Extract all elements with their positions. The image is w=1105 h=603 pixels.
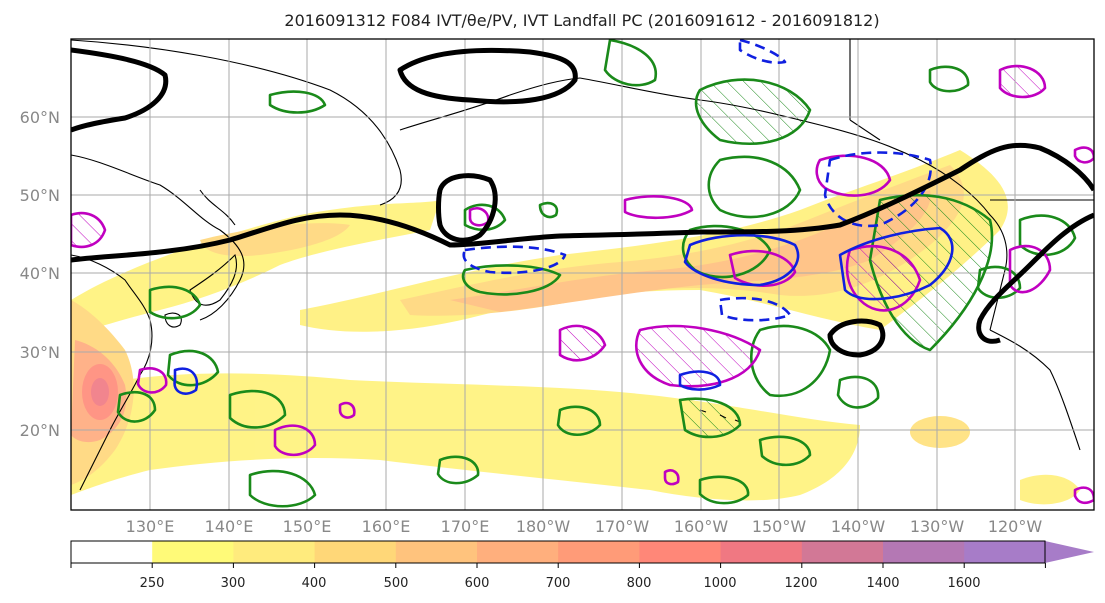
lat-label: 60°N <box>20 108 60 127</box>
map-panel <box>71 39 1094 510</box>
pv-contours-magenta <box>71 64 1094 505</box>
lon-label: 150°E <box>283 517 332 536</box>
lon-label: 170°E <box>441 517 490 536</box>
colorbar-label: 1400 <box>866 576 899 591</box>
colorbar: 250 300 400 500 600 700 800 1000 1200 14… <box>70 540 1094 591</box>
colorbar-swatch <box>314 541 397 563</box>
lat-label: 50°N <box>20 186 60 205</box>
colorbar-swatch <box>477 541 559 563</box>
colorbar-swatch <box>639 541 722 563</box>
colorbar-label: 300 <box>221 576 246 591</box>
colorbar-swatch <box>395 541 478 563</box>
colorbar-swatch <box>720 541 803 563</box>
colorbar-ticks <box>70 563 1046 568</box>
colorbar-label: 250 <box>140 576 165 591</box>
colorbar-swatch <box>964 541 1046 563</box>
lon-label: 150°W <box>752 517 807 536</box>
lat-label: 30°N <box>20 343 60 362</box>
colorbar-label: 600 <box>465 576 490 591</box>
longitude-labels: 130°E 140°E 150°E 160°E 170°E 180°W 170°… <box>126 517 1043 536</box>
lon-label: 130°W <box>910 517 965 536</box>
colorbar-label: 500 <box>384 576 409 591</box>
colorbar-swatch <box>558 541 640 563</box>
colorbar-label: 1200 <box>784 576 817 591</box>
plot-title: 2016091312 F084 IVT/θe/PV, IVT Landfall … <box>284 11 879 30</box>
colorbar-label: 1000 <box>703 576 736 591</box>
lon-label: 140°W <box>831 517 886 536</box>
colorbar-label: 700 <box>546 576 571 591</box>
colorbar-swatches <box>71 541 1046 563</box>
lon-label: 120°W <box>988 517 1043 536</box>
lon-label: 140°E <box>205 517 254 536</box>
theta-e-contours <box>71 47 1094 358</box>
colorbar-extend-arrow <box>1045 541 1094 563</box>
lat-label: 20°N <box>20 421 60 440</box>
map-frame <box>70 38 1095 511</box>
latitude-labels: 60°N 50°N 40°N 30°N 20°N <box>20 108 60 440</box>
colorbar-swatch <box>801 541 884 563</box>
pv-contours-green <box>116 39 1077 508</box>
colorbar-swatch <box>71 541 153 563</box>
lon-label: 160°E <box>362 517 411 536</box>
lon-label: 130°E <box>126 517 175 536</box>
lon-label: 180°W <box>516 517 571 536</box>
lon-label: 170°W <box>595 517 650 536</box>
colorbar-label: 400 <box>302 576 327 591</box>
landfall-contours-blue <box>173 39 954 395</box>
colorbar-label: 800 <box>627 576 652 591</box>
colorbar-swatch <box>152 541 234 563</box>
graticule <box>71 39 1094 510</box>
colorbar-swatch <box>233 541 316 563</box>
lat-label: 40°N <box>20 264 60 283</box>
colorbar-swatch <box>883 541 965 563</box>
coastlines <box>71 39 1094 491</box>
colorbar-label: 1600 <box>947 576 980 591</box>
colorbar-labels: 250 300 400 500 600 700 800 1000 1200 14… <box>140 576 981 591</box>
lon-label: 160°W <box>674 517 729 536</box>
